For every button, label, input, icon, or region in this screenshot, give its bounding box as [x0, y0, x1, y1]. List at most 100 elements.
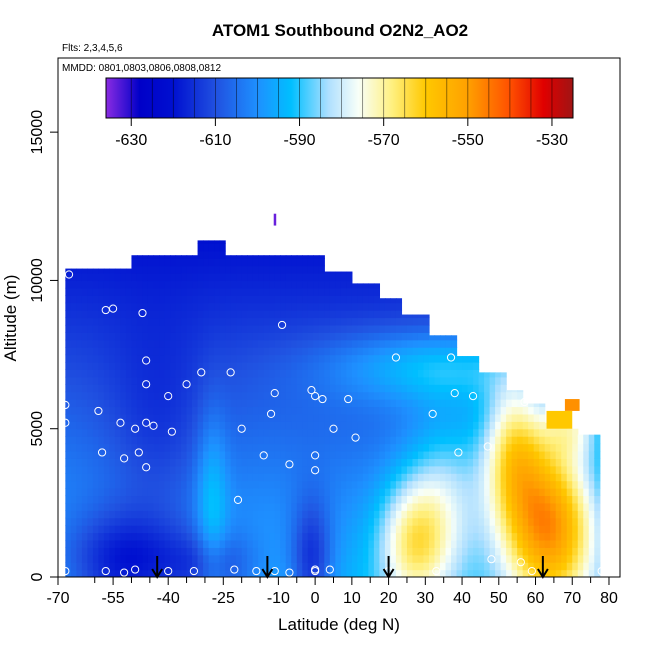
heatmap-cell	[511, 480, 518, 489]
heatmap-cell	[109, 376, 116, 385]
heatmap-cell	[390, 310, 397, 319]
heatmap-cell	[307, 255, 314, 259]
heatmap-cell	[302, 502, 309, 511]
heatmap-cell	[335, 347, 342, 356]
heatmap-cell	[186, 488, 193, 497]
heatmap-cell	[258, 399, 265, 408]
heatmap-cell	[561, 510, 568, 519]
heatmap-cell	[384, 450, 392, 459]
heatmap-cell	[533, 525, 540, 534]
heatmap-cell	[131, 532, 138, 541]
heatmap-cell	[103, 332, 111, 341]
heatmap-cell	[417, 539, 425, 548]
heatmap-cell	[318, 339, 325, 348]
heatmap-cell	[186, 502, 193, 511]
heatmap-cell	[285, 391, 292, 400]
heatmap-cell	[258, 554, 265, 563]
heatmap-cell	[70, 339, 77, 348]
heatmap-cell	[280, 480, 287, 489]
heatmap-cell	[230, 273, 237, 282]
heatmap-cell	[181, 495, 188, 504]
heatmap-cell	[539, 450, 546, 459]
heatmap-cell	[219, 465, 226, 474]
heatmap-cell	[346, 273, 353, 282]
heatmap-cell	[81, 280, 88, 289]
heatmap-cell	[373, 287, 381, 296]
heatmap-cell	[236, 376, 243, 385]
heatmap-cell	[506, 532, 513, 541]
heatmap-cell	[489, 399, 496, 408]
heatmap-cell	[181, 525, 188, 534]
heatmap-cell	[219, 413, 226, 422]
heatmap-cell	[153, 391, 160, 400]
heatmap-cell	[522, 465, 529, 474]
heatmap-cell	[269, 539, 276, 548]
heatmap-cell	[384, 473, 392, 482]
heatmap-cell	[313, 443, 320, 452]
heatmap-cell	[65, 413, 72, 422]
heatmap-cell	[517, 547, 524, 556]
heatmap-cell	[583, 480, 590, 489]
heatmap-cell	[302, 354, 309, 363]
heatmap-cell	[307, 406, 314, 415]
heatmap-cell	[170, 421, 177, 430]
heatmap-cell	[219, 473, 226, 482]
heatmap-cell	[313, 413, 320, 422]
heatmap-cell	[555, 525, 562, 534]
heatmap-cell	[241, 273, 248, 282]
heatmap-cell	[175, 317, 182, 326]
heatmap-cell	[219, 443, 226, 452]
heatmap-cell	[566, 495, 573, 504]
heatmap-cell	[417, 347, 425, 356]
heatmap-cell	[484, 428, 491, 437]
heatmap-cell	[103, 287, 111, 296]
heatmap-cell	[335, 287, 342, 296]
heatmap-cell	[313, 406, 320, 415]
y-axis-label: Altitude (m)	[1, 275, 20, 362]
heatmap-cell	[561, 428, 568, 437]
heatmap-cell	[147, 488, 155, 497]
heatmap-cell	[203, 339, 210, 348]
heatmap-cell	[159, 569, 166, 577]
heatmap-cell	[247, 532, 254, 541]
heatmap-cell	[307, 539, 314, 548]
heatmap-cell	[445, 465, 452, 474]
heatmap-cell	[142, 391, 149, 400]
heatmap-cell	[175, 495, 182, 504]
heatmap-cell	[473, 443, 480, 452]
heatmap-cell	[241, 480, 248, 489]
heatmap-cell	[136, 265, 144, 274]
heatmap-cell	[170, 532, 177, 541]
heatmap-cell	[566, 532, 573, 541]
heatmap-cell	[434, 480, 441, 489]
heatmap-cell	[384, 317, 392, 326]
heatmap-cell	[417, 532, 425, 541]
heatmap-cell	[203, 280, 210, 289]
heatmap-cell	[280, 465, 287, 474]
heatmap-cell	[219, 480, 226, 489]
heatmap-cell	[125, 361, 133, 370]
heatmap-cell	[561, 525, 568, 534]
heatmap-cell	[555, 450, 562, 459]
observation-point	[516, 558, 525, 567]
heatmap-cell	[395, 369, 403, 378]
heatmap-cell	[109, 473, 116, 482]
heatmap-cell	[159, 265, 166, 274]
heatmap-cell	[263, 510, 270, 519]
heatmap-cell	[142, 480, 149, 489]
heatmap-cell	[197, 473, 204, 482]
heatmap-cell	[175, 569, 182, 577]
heatmap-cell	[164, 273, 171, 282]
heatmap-cell	[379, 480, 386, 489]
heatmap-cell	[307, 391, 314, 400]
heatmap-cell	[241, 539, 248, 548]
heatmap-cell	[70, 361, 77, 370]
heatmap-cell	[225, 280, 232, 289]
heatmap-cell	[489, 510, 496, 519]
heatmap-cell	[302, 562, 309, 571]
heatmap-cell	[280, 324, 287, 333]
heatmap-cell	[533, 450, 540, 459]
heatmap-cell	[258, 488, 265, 497]
heatmap-cell	[186, 539, 193, 548]
heatmap-cell	[125, 317, 133, 326]
